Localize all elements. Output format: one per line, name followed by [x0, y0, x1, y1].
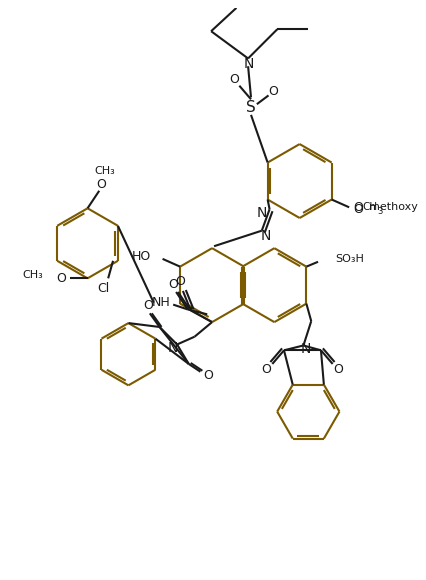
Text: O: O	[262, 363, 271, 376]
Text: O: O	[96, 179, 106, 191]
Text: O: O	[268, 85, 278, 98]
Text: CH: CH	[363, 202, 378, 212]
Text: O: O	[56, 272, 66, 285]
Text: S: S	[246, 100, 256, 115]
Text: 3: 3	[377, 206, 383, 216]
Text: O: O	[230, 73, 239, 86]
Text: N: N	[300, 342, 311, 356]
Text: O: O	[168, 278, 178, 291]
Text: O: O	[175, 275, 185, 288]
Text: O: O	[353, 203, 363, 216]
Text: CH₃: CH₃	[22, 270, 43, 280]
Text: N: N	[168, 342, 178, 356]
Text: O: O	[334, 363, 343, 376]
Text: SO₃H: SO₃H	[336, 254, 364, 264]
Text: O: O	[203, 369, 213, 382]
Text: methoxy: methoxy	[368, 202, 417, 212]
Text: O: O	[143, 299, 153, 312]
Text: HO: HO	[132, 251, 151, 263]
Text: Cl: Cl	[97, 281, 109, 295]
Text: N: N	[261, 230, 271, 244]
Text: CH₃: CH₃	[95, 166, 115, 176]
Text: O: O	[353, 201, 363, 214]
Text: NH: NH	[152, 296, 171, 309]
Text: N: N	[244, 57, 254, 71]
Text: N: N	[256, 206, 267, 220]
